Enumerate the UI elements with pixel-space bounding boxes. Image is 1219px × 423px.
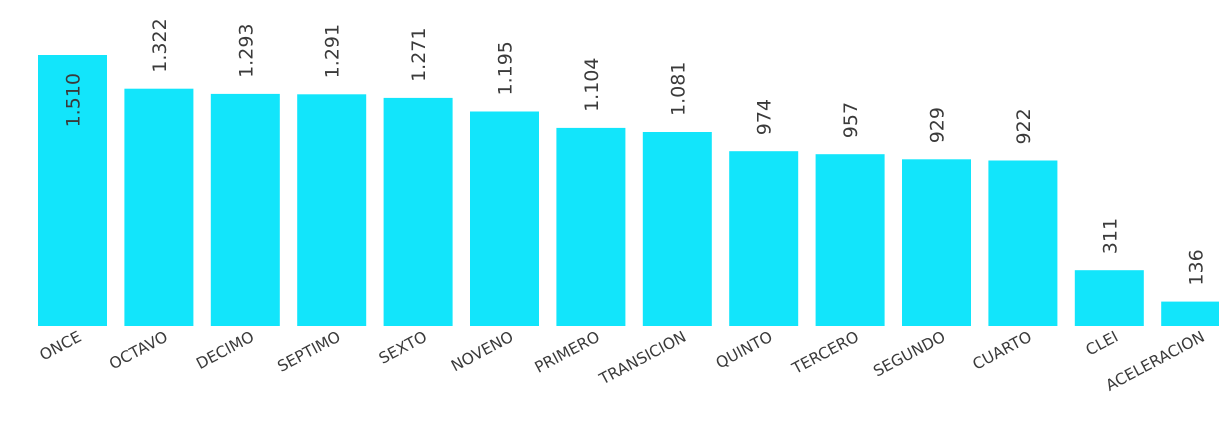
bar-aceleracion bbox=[1161, 301, 1219, 326]
category-label-clei: CLEI bbox=[1083, 328, 1121, 360]
category-label-tercero: TERCERO bbox=[788, 328, 862, 379]
category-label-segundo: SEGUNDO bbox=[870, 328, 948, 381]
value-label-primero: 1.104 bbox=[581, 57, 603, 111]
value-label-cuarto: 922 bbox=[1013, 108, 1035, 144]
value-label-segundo: 929 bbox=[927, 107, 949, 143]
category-labels-group: ONCE OCTAVO DECIMO SEPTIMO SEXTO NOVENO PRIMER… bbox=[37, 328, 1208, 395]
value-label-decimo: 1.293 bbox=[235, 23, 257, 77]
category-label-octavo: OCTAVO bbox=[106, 328, 170, 374]
category-label-primero: PRIMERO bbox=[532, 328, 603, 377]
bars-group bbox=[38, 55, 1219, 327]
bar-tercero bbox=[815, 154, 885, 326]
category-label-decimo: DECIMO bbox=[193, 328, 257, 373]
value-label-octavo: 1.322 bbox=[149, 18, 171, 72]
category-label-septimo: SEPTIMO bbox=[275, 328, 344, 376]
bar-decimo bbox=[210, 93, 280, 327]
bar-primero bbox=[556, 127, 626, 327]
value-label-sexto: 1.271 bbox=[408, 27, 430, 81]
value-label-tercero: 957 bbox=[840, 102, 862, 138]
bar-octavo bbox=[124, 88, 194, 326]
bar-once bbox=[38, 55, 107, 326]
bar-quinto bbox=[729, 151, 799, 326]
category-label-noveno: NOVENO bbox=[448, 328, 516, 376]
bar-transicion bbox=[642, 132, 712, 326]
value-label-aceleracion: 136 bbox=[1186, 249, 1208, 285]
category-label-sexto: SEXTO bbox=[376, 328, 430, 368]
value-label-quinto: 974 bbox=[754, 99, 776, 135]
category-label-transicion: TRANSICION bbox=[596, 328, 690, 389]
value-label-transicion: 1.081 bbox=[667, 62, 689, 116]
bar-cuarto bbox=[988, 160, 1058, 326]
category-label-aceleracion: ACELERACION bbox=[1103, 328, 1208, 395]
value-label-clei: 311 bbox=[1099, 218, 1121, 254]
category-label-quinto: QUINTO bbox=[713, 328, 776, 373]
category-label-cuarto: CUARTO bbox=[970, 328, 1035, 374]
category-label-once: ONCE bbox=[37, 328, 85, 365]
value-labels-group: 1.510 1.322 1.293 1.291 1.271 1.195 1.104 1.081… bbox=[63, 18, 1208, 285]
value-label-once: 1.510 bbox=[63, 73, 85, 127]
bar-sexto bbox=[383, 97, 453, 327]
value-label-noveno: 1.195 bbox=[495, 41, 517, 95]
bar-septimo bbox=[297, 94, 367, 326]
value-label-septimo: 1.291 bbox=[322, 24, 344, 78]
bar-noveno bbox=[470, 111, 539, 326]
bar-segundo bbox=[902, 159, 971, 326]
bar-clei bbox=[1074, 270, 1144, 326]
